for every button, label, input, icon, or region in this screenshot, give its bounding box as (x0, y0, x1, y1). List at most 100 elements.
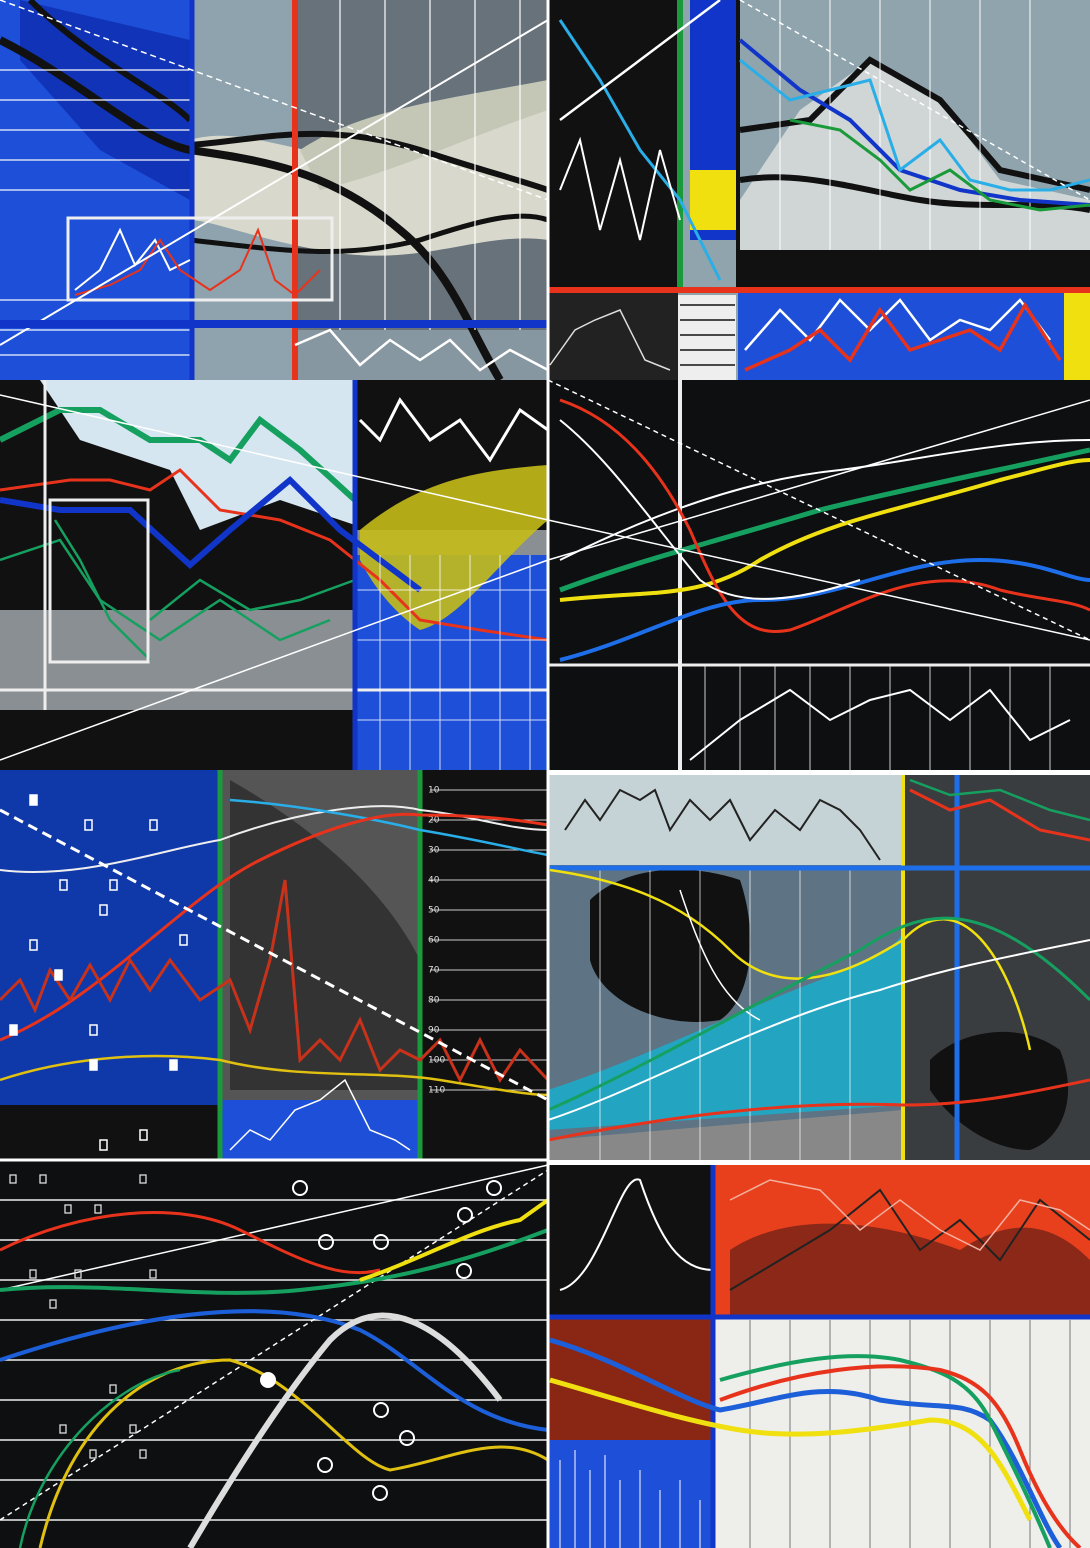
paint-stroke (0, 1228, 549, 1295)
paint-stroke (548, 1440, 713, 1548)
scale-label: 30 (428, 846, 440, 856)
paint-stroke (109, 1384, 117, 1394)
paint-stroke (739, 0, 1090, 201)
paint-stroke (318, 1234, 334, 1250)
paint-stroke (457, 1207, 473, 1223)
paint-stroke (1064, 290, 1090, 380)
paint-stroke (317, 1457, 333, 1473)
group (0, 519, 356, 661)
paint-stroke (149, 1269, 157, 1279)
paint-stroke (0, 710, 355, 770)
paint-stroke (559, 1178, 714, 1291)
paint-stroke (27, 0, 193, 123)
scale-label: 20 (428, 816, 440, 826)
paint-stroke (548, 930, 903, 1130)
paint-stroke (549, 309, 671, 371)
paint-stroke (179, 934, 188, 946)
paint-stroke (372, 1485, 388, 1501)
paint-stroke (74, 1269, 82, 1279)
paint-stroke (29, 1269, 37, 1279)
paint-stroke (292, 1180, 308, 1196)
paint-stroke (53, 519, 151, 661)
scale-labels: 10 20 30 40 50 60 70 80 90 100 110 (428, 786, 445, 1096)
paint-stroke (129, 1424, 137, 1434)
paint-stroke (547, 379, 1090, 641)
paint-stroke (0, 559, 549, 761)
paint-stroke (559, 557, 1090, 662)
paint-stroke (64, 1204, 72, 1214)
paint-stroke (0, 1164, 549, 1291)
paint-stroke (744, 298, 1051, 351)
paint-stroke (548, 1165, 713, 1315)
paint-stroke (0, 1160, 548, 1548)
paint-stroke (59, 879, 68, 891)
paint-stroke (559, 398, 1090, 633)
group (9, 1174, 157, 1459)
panel-top-left (0, 0, 550, 383)
group (9, 794, 188, 1151)
paint-stroke (94, 1204, 102, 1214)
panel-bottom-left (0, 1160, 550, 1548)
paint-stroke (548, 287, 1090, 293)
paint-stroke (9, 1024, 18, 1036)
paint-stroke (149, 578, 356, 621)
paint-stroke (590, 869, 751, 1022)
paint-stroke (456, 1263, 472, 1279)
paint-stroke (360, 465, 548, 630)
paint-stroke (189, 130, 550, 193)
paint-stroke (0, 1211, 381, 1275)
paint-stroke (0, 1169, 549, 1521)
group (680, 304, 735, 366)
panel-lower-left: 10 20 30 40 50 60 70 80 90 100 110 (0, 770, 550, 1160)
paint-stroke (0, 812, 549, 1042)
paint-stroke (0, 19, 549, 346)
paint-stroke (549, 1377, 1033, 1522)
paint-stroke (225, 1100, 415, 1160)
paint-stroke (48, 498, 150, 664)
paint-stroke (49, 1299, 57, 1309)
paint-stroke (558, 19, 722, 281)
paint-stroke (149, 819, 158, 831)
paint-stroke (559, 439, 1090, 561)
paint-stroke (930, 1031, 1069, 1150)
paint-stroke (39, 1174, 47, 1184)
scale-label: 50 (428, 906, 440, 916)
paint-stroke (548, 1315, 713, 1440)
panel-mid-right (547, 379, 1090, 770)
paint-stroke (559, 0, 721, 121)
paint-stroke (0, 879, 550, 1084)
paint-stroke (548, 0, 678, 290)
paint-stroke (909, 788, 1090, 842)
paint-stroke (744, 301, 1062, 372)
panel-top-right (548, 0, 1090, 382)
paint-stroke (359, 1198, 550, 1282)
paint-stroke (559, 136, 681, 241)
paint-stroke (0, 320, 548, 328)
paint-stroke (373, 1402, 389, 1418)
paint-stroke (358, 397, 549, 463)
paint-stroke (229, 1078, 411, 1151)
paint-stroke (547, 939, 1090, 1121)
paint-stroke (547, 399, 1090, 561)
paint-stroke (139, 1174, 147, 1184)
paint-stroke (739, 174, 1090, 213)
paint-stroke (89, 1024, 98, 1036)
paint-stroke (689, 688, 1071, 761)
scale-label: 40 (428, 876, 440, 886)
paint-stroke (719, 1354, 1052, 1548)
group (355, 555, 548, 770)
group (559, 1450, 701, 1548)
paint-stroke (789, 118, 1090, 212)
paint-stroke (294, 328, 549, 372)
paint-stroke (29, 939, 38, 951)
paint-stroke (547, 916, 1090, 1112)
paint-stroke (99, 1139, 108, 1151)
paint-stroke (548, 775, 903, 865)
scale-label: 70 (428, 966, 440, 976)
paint-stroke (729, 1179, 1090, 1251)
paint-stroke (690, 170, 738, 230)
paint-stroke (300, 80, 548, 190)
paint-stroke (189, 213, 549, 255)
